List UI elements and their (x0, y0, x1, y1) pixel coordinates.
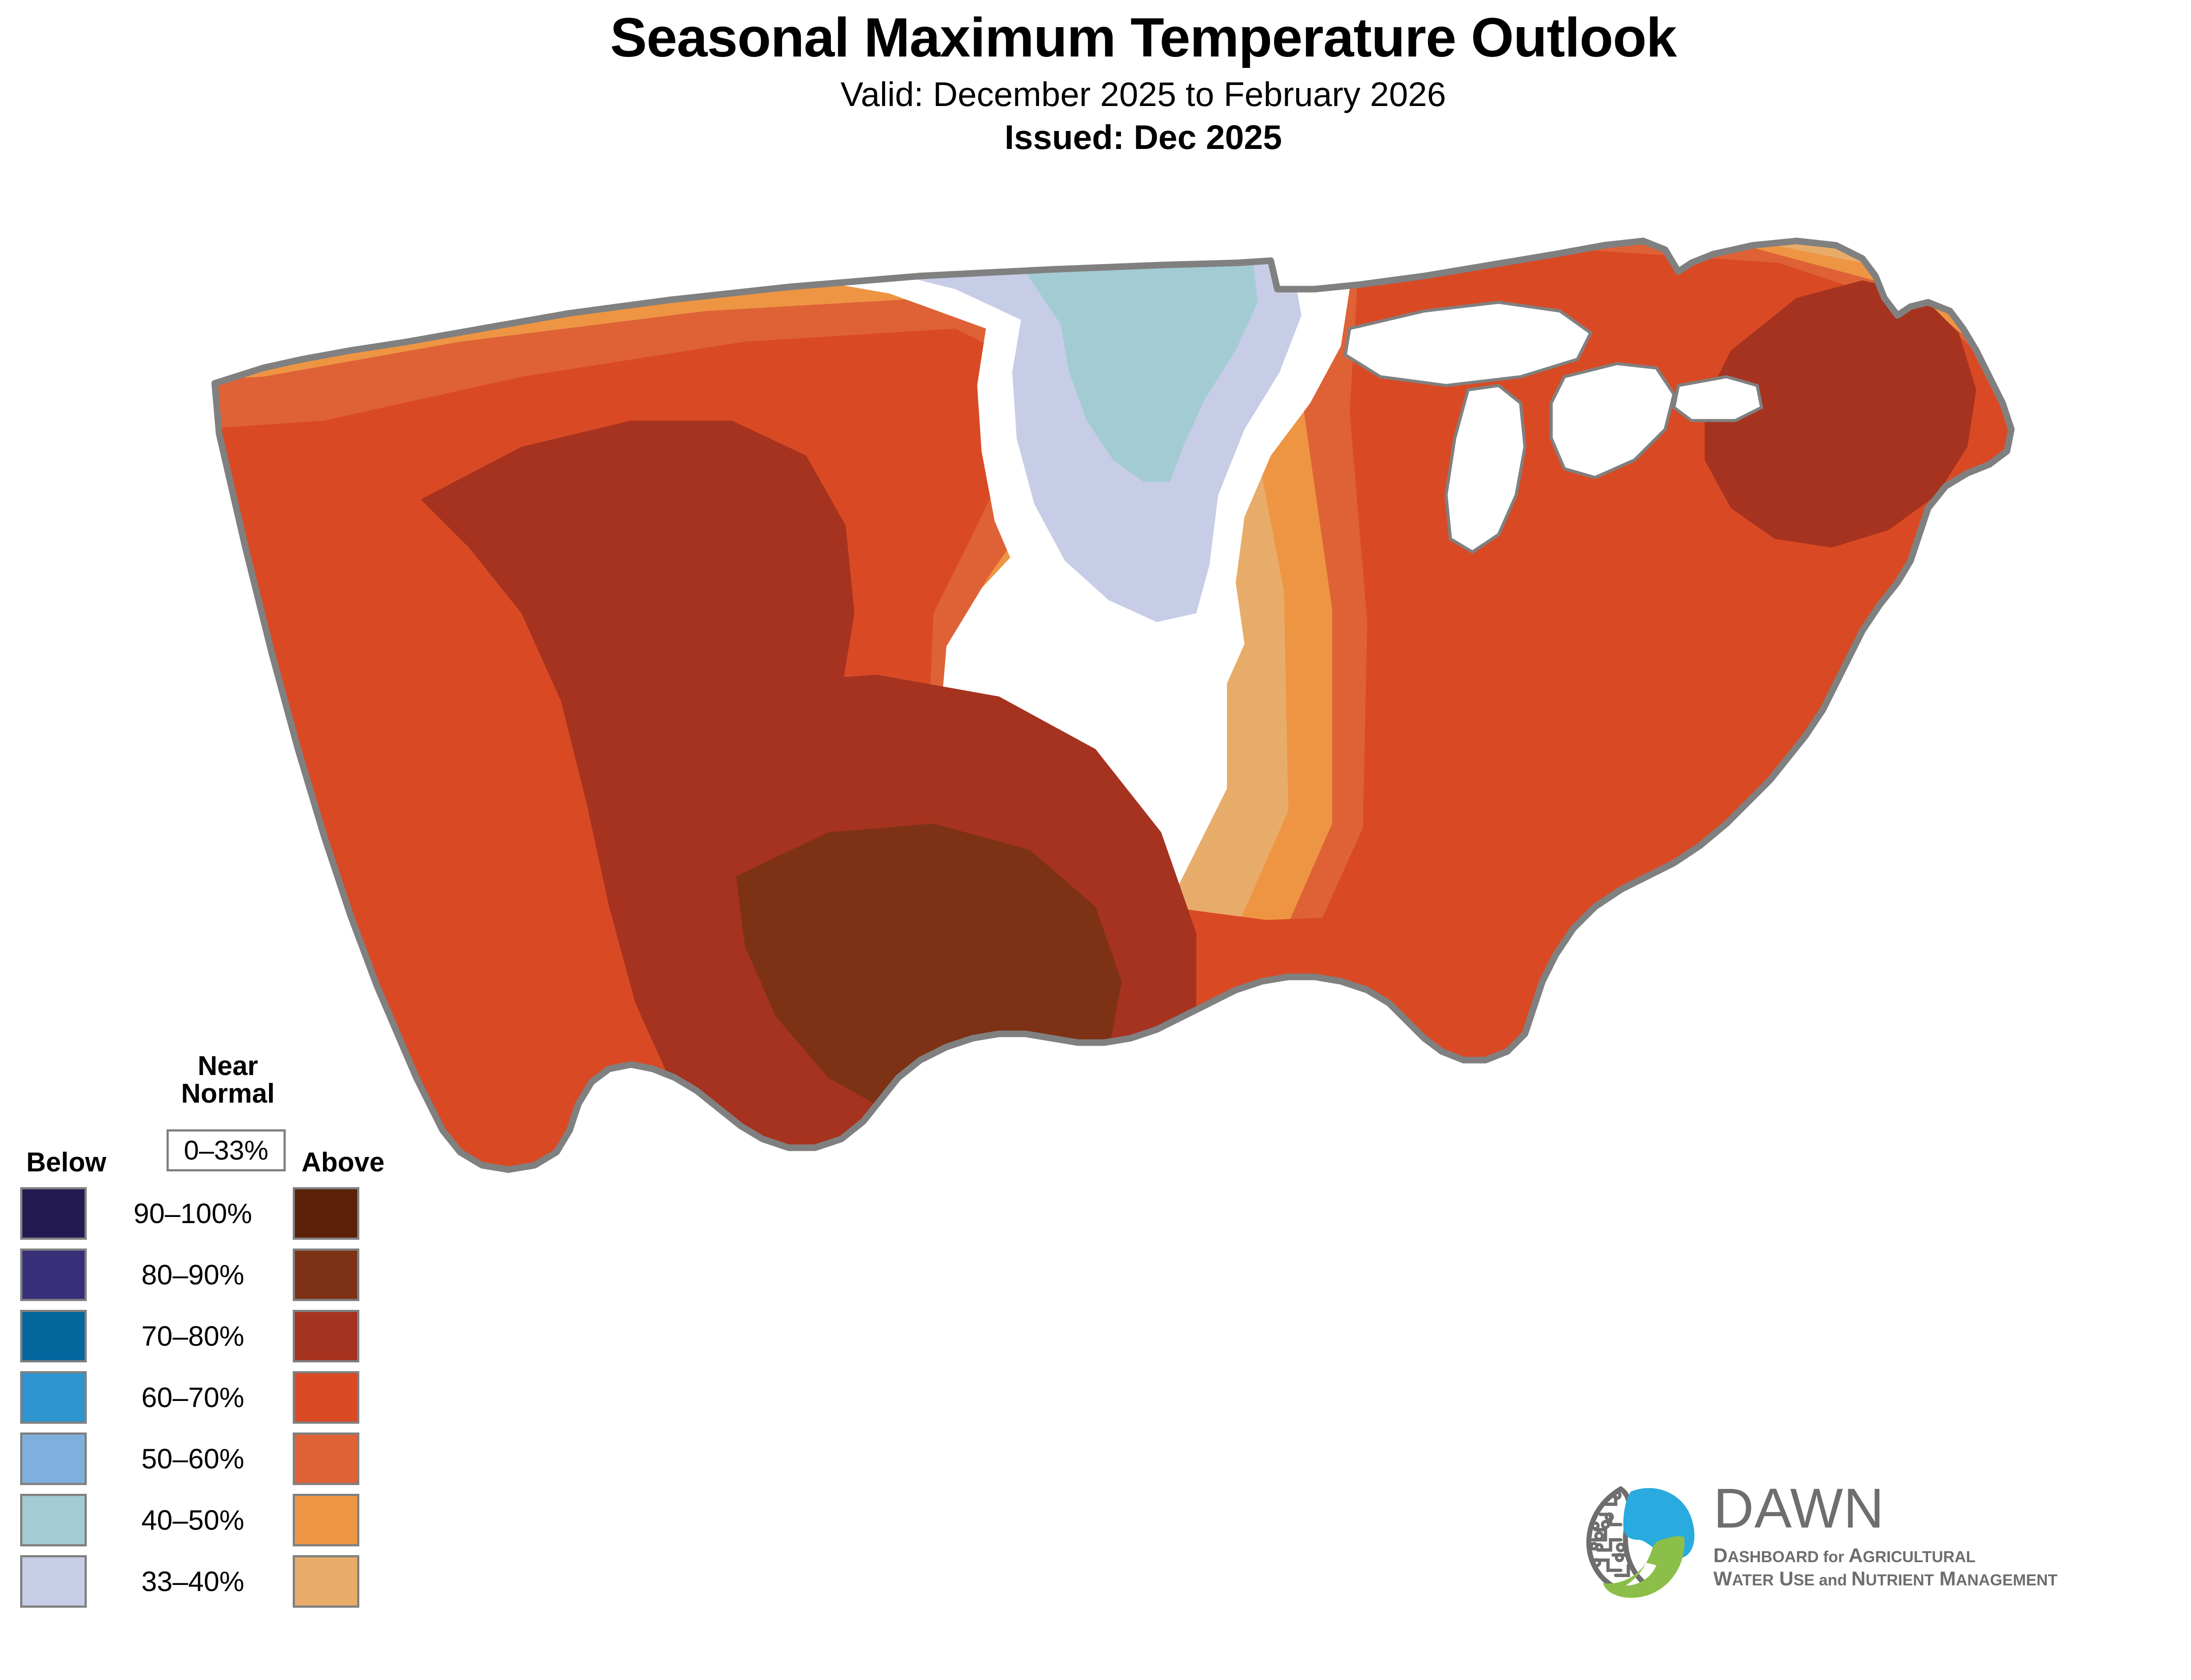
tagline-agricultural: GRICULTURAL (1863, 1548, 1976, 1566)
header: Seasonal Maximum Temperature Outlook Val… (0, 0, 2191, 156)
legend-row: 33–40% (18, 1555, 438, 1608)
dawn-word: DAWN (1713, 1477, 1885, 1540)
legend-swatch-below[interactable] (20, 1371, 87, 1424)
outlook-map (131, 175, 2191, 1446)
tagline-use: SE (1793, 1571, 1815, 1589)
valid-period-subtitle: Valid: December 2025 to February 2026 (840, 75, 1446, 114)
tagline-cap-u: U (1773, 1567, 1794, 1590)
lake-superior (1344, 301, 1593, 387)
dawn-tagline-line2: WATER USE and NUTRIENT MANAGEMENT (1713, 1567, 2057, 1590)
legend-swatch-below[interactable] (20, 1249, 87, 1301)
legend-row: 40–50% (18, 1494, 438, 1546)
legend-above-label: Above (301, 1147, 385, 1178)
legend-swatch-above[interactable] (293, 1555, 359, 1608)
tagline-cap-a: A (1848, 1544, 1863, 1567)
tagline-cap-n: N (1851, 1567, 1866, 1590)
conus-outline (211, 237, 2015, 1173)
tagline-dashboard: ASHBOARD (1727, 1548, 1819, 1566)
legend: Near Normal 0–33% Below Above 90–100% 80–9… (18, 1051, 438, 1647)
dawn-tagline-line1: DASHBOARD for AGRICULTURAL (1713, 1544, 2038, 1567)
legend-near-normal-label: Near Normal (181, 1051, 275, 1109)
tagline-cap-d: D (1713, 1544, 1728, 1567)
dawn-wordmark: DAWN DASHBOARD for AGRICULTURAL WATER US… (1713, 1477, 2057, 1590)
page-title: Seasonal Maximum Temperature Outlook (610, 7, 1677, 68)
legend-row-label: 40–50% (141, 1504, 245, 1536)
legend-swatch-above[interactable] (293, 1432, 359, 1485)
leaf-icon (1603, 1536, 1685, 1598)
contour-fill-layer (215, 241, 2011, 1170)
tagline-and: and (1814, 1571, 1851, 1589)
below-40-50-band (1025, 252, 1258, 482)
tagline-for: for (1819, 1548, 1849, 1566)
map-svg (211, 237, 2015, 1173)
legend-row: 60–70% (18, 1371, 438, 1424)
legend-row-label: 33–40% (141, 1566, 245, 1597)
tagline-nutrient: UTRIENT (1865, 1571, 1934, 1589)
above-70-80-northeast (1705, 280, 1976, 548)
lake-michigan (1444, 384, 1527, 554)
legend-row-label: 50–60% (141, 1443, 245, 1475)
legend-swatch-above[interactable] (293, 1249, 359, 1301)
dawn-emblem-icon (1586, 1486, 1695, 1598)
lake-ontario (1672, 375, 1763, 422)
legend-row: 90–100% (18, 1187, 438, 1240)
legend-swatch-above[interactable] (293, 1310, 359, 1362)
legend-equal-chances-box: 0–33% (167, 1129, 286, 1171)
legend-row: 80–90% (18, 1249, 438, 1301)
legend-row: 70–80% (18, 1310, 438, 1362)
legend-row-label: 80–90% (141, 1259, 245, 1291)
lake-huron-erie (1549, 362, 1676, 479)
issued-date: Issued: Dec 2025 (1004, 117, 1282, 156)
legend-swatch-below[interactable] (20, 1310, 87, 1362)
legend-swatch-below[interactable] (20, 1187, 87, 1240)
legend-swatch-below[interactable] (20, 1494, 87, 1546)
legend-row: 50–60% (18, 1432, 438, 1485)
dawn-logo: DAWN DASHBOARD for AGRICULTURAL WATER US… (1578, 1476, 2057, 1608)
legend-swatch-below[interactable] (20, 1432, 87, 1485)
legend-below-label: Below (26, 1147, 106, 1178)
legend-swatch-above[interactable] (293, 1371, 359, 1424)
above-70-80-gulf-strip (1025, 1121, 1604, 1170)
tagline-water: ATER (1732, 1571, 1774, 1589)
tagline-management: ANAGEMENT (1956, 1571, 2058, 1589)
legend-row-label: 70–80% (141, 1320, 245, 1352)
legend-equal-chances-value: 0–33% (184, 1135, 269, 1166)
legend-row-label: 60–70% (141, 1382, 245, 1413)
tagline-cap-w: W (1713, 1567, 1732, 1590)
legend-swatch-above[interactable] (293, 1187, 359, 1240)
legend-swatch-below[interactable] (20, 1555, 87, 1608)
tagline-cap-m: M (1934, 1567, 1956, 1590)
great-lakes (1344, 301, 1763, 554)
legend-row-label: 90–100% (133, 1198, 252, 1229)
legend-swatch-above[interactable] (293, 1494, 359, 1546)
